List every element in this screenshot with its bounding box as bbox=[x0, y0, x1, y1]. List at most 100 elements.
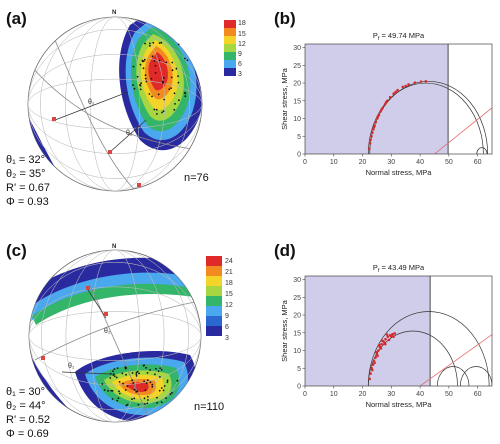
stereonet-a: (a) N θ₁ θ₂ bbox=[6, 9, 246, 208]
data-point bbox=[374, 356, 377, 359]
pole-point bbox=[143, 58, 146, 61]
pole-point bbox=[166, 379, 169, 382]
pole-point bbox=[166, 381, 169, 384]
gridC-parallel bbox=[29, 311, 201, 361]
pole-point bbox=[144, 42, 147, 45]
x-tick-label: 0 bbox=[303, 391, 307, 398]
pole-point bbox=[117, 397, 120, 400]
y-tick-label: 10 bbox=[293, 348, 301, 355]
theta2-mark-a: θ₂ bbox=[126, 130, 133, 137]
plot-frame bbox=[304, 275, 493, 387]
pole-point bbox=[151, 383, 154, 386]
legend-c-tick-0: 24 bbox=[225, 258, 233, 265]
gridA-parallel bbox=[28, 78, 202, 130]
contour-band-c3 bbox=[32, 283, 201, 325]
legend-a-tick-2: 12 bbox=[238, 41, 246, 48]
point-sigma-a1 bbox=[52, 117, 56, 121]
pole-point bbox=[159, 367, 162, 369]
point-sigma-c3 bbox=[86, 286, 90, 290]
pole-point bbox=[135, 371, 138, 374]
data-point bbox=[370, 134, 373, 138]
data-point bbox=[371, 368, 374, 372]
pole-point bbox=[154, 64, 157, 67]
y-tick-label: 5 bbox=[297, 134, 301, 141]
data-point bbox=[372, 127, 375, 131]
point-sigma-a3 bbox=[137, 183, 141, 187]
pole-point bbox=[116, 367, 119, 369]
data-point bbox=[383, 103, 387, 106]
pole-point bbox=[107, 390, 109, 392]
pole-point bbox=[132, 65, 135, 68]
pole-point bbox=[109, 372, 112, 375]
pole-point bbox=[149, 42, 151, 45]
pole-point bbox=[125, 404, 128, 407]
pole-point bbox=[131, 398, 133, 400]
pole-point bbox=[151, 55, 154, 58]
pole-point bbox=[169, 393, 172, 396]
x-tick-label: 60 bbox=[474, 159, 482, 166]
pole-point bbox=[144, 77, 147, 80]
pole-point bbox=[157, 370, 160, 373]
pole-point bbox=[145, 80, 148, 83]
pole-point bbox=[124, 366, 127, 369]
mohr-circles bbox=[367, 79, 492, 154]
pole-point bbox=[157, 93, 160, 96]
data-point bbox=[371, 363, 375, 367]
data-point bbox=[387, 338, 391, 342]
legend-a-tick-1: 15 bbox=[238, 31, 246, 38]
pole-point bbox=[118, 390, 120, 393]
pole-point bbox=[111, 390, 114, 392]
pole-point bbox=[168, 88, 171, 91]
pole-point bbox=[160, 368, 163, 371]
data-point bbox=[392, 335, 395, 338]
pole-point bbox=[156, 396, 158, 399]
pole-point bbox=[141, 59, 144, 62]
pole-point bbox=[165, 397, 168, 399]
pole-point bbox=[184, 95, 187, 98]
pole-point bbox=[177, 81, 180, 84]
gridA-parallel bbox=[28, 29, 202, 179]
contour-band-c1 bbox=[29, 257, 201, 318]
data-point bbox=[394, 90, 397, 94]
pole-point bbox=[146, 379, 149, 382]
pole-point bbox=[136, 390, 139, 393]
data-point bbox=[377, 349, 380, 352]
theta1-mark-a: θ₁ bbox=[88, 99, 95, 106]
pole-point bbox=[139, 63, 142, 66]
pole-point bbox=[154, 373, 156, 376]
legend-a-tick-4: 6 bbox=[238, 61, 242, 68]
param-c-phi: Φ = 0.69 bbox=[6, 428, 49, 440]
pole-point bbox=[151, 385, 154, 388]
pole-point bbox=[131, 372, 134, 374]
pole-point bbox=[101, 383, 104, 385]
pole-point bbox=[156, 401, 159, 404]
data-point bbox=[407, 83, 410, 86]
mohr-plot-b: 0 10 20 30 40 50 60 0 5 10 15 20 25 30 Normal stress, … bbox=[280, 31, 493, 177]
pole-point bbox=[148, 93, 151, 95]
y-tick-label: 30 bbox=[293, 45, 301, 52]
point-sigma-c1 bbox=[104, 312, 108, 316]
data-point bbox=[413, 81, 417, 84]
data-point bbox=[379, 347, 383, 350]
pole-point bbox=[170, 87, 173, 89]
pole-point bbox=[133, 397, 136, 400]
data-point bbox=[369, 138, 372, 142]
pole-point bbox=[143, 364, 146, 367]
pole-point bbox=[175, 67, 178, 70]
pole-point bbox=[177, 43, 180, 46]
data-point bbox=[383, 342, 387, 346]
pole-point bbox=[116, 399, 119, 402]
gridC-parallel bbox=[29, 286, 201, 386]
data-point bbox=[393, 332, 397, 335]
pole-point bbox=[152, 41, 155, 44]
pole-points-c bbox=[101, 364, 179, 407]
pole-point bbox=[162, 389, 165, 392]
great-circle-c2 bbox=[89, 284, 151, 421]
y-tick-label: 25 bbox=[293, 63, 301, 70]
pole-point bbox=[151, 95, 153, 98]
data-point bbox=[368, 377, 372, 381]
mohr-circle bbox=[460, 366, 492, 386]
y-axis-label: Shear stress, MPa bbox=[280, 67, 289, 130]
data-point bbox=[377, 343, 381, 347]
pole-point bbox=[186, 59, 189, 62]
